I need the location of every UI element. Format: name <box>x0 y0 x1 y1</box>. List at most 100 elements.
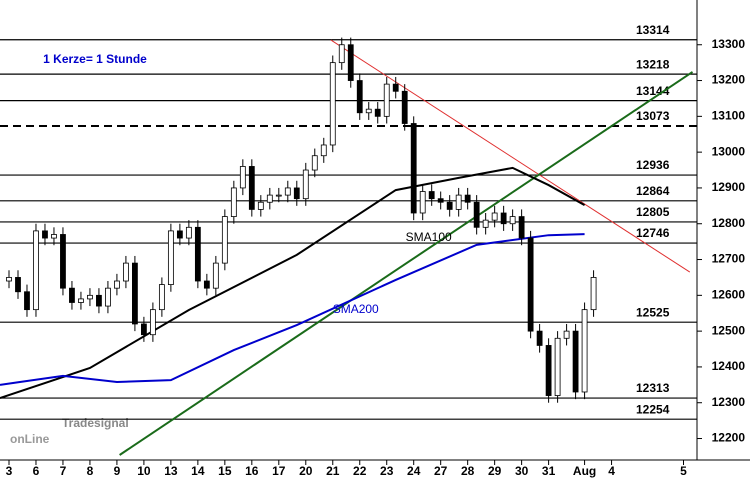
x-tick-label: 23 <box>380 464 394 478</box>
candle-body <box>464 194 471 203</box>
x-tick-label: 17 <box>272 464 286 478</box>
x-tick-label: 28 <box>461 464 475 478</box>
candle-body <box>105 287 111 307</box>
average-label: SMA200 <box>333 302 379 316</box>
candle-body <box>473 201 480 228</box>
y-tick-label: 12500 <box>712 323 746 337</box>
candle-body <box>374 108 381 117</box>
moving-average <box>0 166 586 400</box>
candle-body <box>230 187 237 217</box>
x-tick-label: 21 <box>326 464 340 478</box>
y-tick-label: 13300 <box>712 37 746 51</box>
candle-body <box>518 216 525 239</box>
trendline <box>330 39 691 273</box>
candle-body <box>419 191 426 214</box>
x-tick-label: 30 <box>515 464 529 478</box>
x-tick-label: 4 <box>608 464 615 478</box>
candle-body <box>132 262 138 325</box>
moving-average <box>0 233 585 386</box>
candle-body <box>536 330 543 346</box>
candle-body <box>33 230 39 311</box>
candle-body <box>185 226 192 239</box>
candle-body <box>275 194 282 197</box>
candle-body <box>563 330 570 339</box>
candle-body <box>69 287 75 303</box>
level-label: 12805 <box>636 205 670 219</box>
x-tick-label: 5 <box>680 464 687 478</box>
level-label: 13073 <box>636 109 670 123</box>
x-tick-label: 13 <box>164 464 178 478</box>
candle-body <box>401 90 408 124</box>
y-tick-label: 12600 <box>712 288 746 302</box>
candle-body <box>581 309 588 393</box>
y-tick-label: 12800 <box>712 216 746 230</box>
average-label: SMA100 <box>406 230 452 244</box>
candle-body <box>365 108 372 114</box>
candle-body <box>284 187 291 196</box>
x-tick-label: 24 <box>407 464 421 478</box>
candle-body <box>96 294 102 307</box>
candle-body <box>347 44 354 81</box>
candle-body <box>24 291 30 311</box>
candle-body <box>338 44 345 64</box>
candle-body <box>437 198 444 203</box>
candle-body <box>203 280 210 289</box>
candle-body <box>123 262 129 282</box>
level-label: 12936 <box>636 158 670 172</box>
candle-body <box>302 169 309 200</box>
candle-body <box>114 280 120 289</box>
candle-body <box>140 323 147 336</box>
y-tick-label: 12700 <box>712 252 746 266</box>
candle-body <box>221 216 228 264</box>
x-tick-label: 29 <box>488 464 502 478</box>
level-label: 12864 <box>636 184 670 198</box>
candle-body <box>194 226 201 282</box>
candle-body <box>500 212 507 225</box>
level-label: 12254 <box>636 402 670 416</box>
candle-body <box>392 83 399 92</box>
trendline <box>119 71 694 456</box>
candle-body <box>266 194 273 203</box>
logo-big: onLine <box>10 432 50 446</box>
candle-body <box>257 201 264 210</box>
candle-body <box>527 237 534 332</box>
candle-body <box>590 277 597 311</box>
candle-body <box>293 187 300 200</box>
x-tick-label: 16 <box>245 464 259 478</box>
candle-body <box>320 144 327 157</box>
x-tick-label: 10 <box>137 464 151 478</box>
level-label: 12313 <box>636 381 670 395</box>
candle-body <box>383 83 390 117</box>
candle-body <box>51 234 57 239</box>
y-tick-label: 13200 <box>712 73 746 87</box>
x-tick-label: 3 <box>6 464 13 478</box>
x-tick-label: 8 <box>87 464 94 478</box>
candle-body <box>329 62 336 146</box>
level-label: 12525 <box>636 305 670 319</box>
y-tick-label: 13100 <box>712 109 746 123</box>
candle-body <box>248 166 255 210</box>
annotation: 1 Kerze= 1 Stunde <box>43 52 147 66</box>
x-tick-label: 27 <box>434 464 448 478</box>
level-label: 13218 <box>636 57 670 71</box>
candle-body <box>572 330 579 393</box>
y-tick-label: 12200 <box>712 431 746 445</box>
candle-body <box>6 277 12 282</box>
candle-body <box>212 262 219 289</box>
candle-body <box>149 309 156 336</box>
candle-body <box>455 194 462 210</box>
y-tick-label: 12300 <box>712 395 746 409</box>
x-tick-label: 22 <box>353 464 367 478</box>
candle-body <box>176 230 183 239</box>
level-label: 13144 <box>636 84 670 98</box>
level-label: 13314 <box>636 23 670 37</box>
logo-small: Tradesignal <box>62 416 129 430</box>
level-label: 12746 <box>636 226 670 240</box>
x-tick-label: 6 <box>33 464 40 478</box>
candle-body <box>410 123 417 214</box>
candle-body <box>167 230 174 285</box>
candle-body <box>554 337 561 396</box>
candle-body <box>15 277 21 293</box>
